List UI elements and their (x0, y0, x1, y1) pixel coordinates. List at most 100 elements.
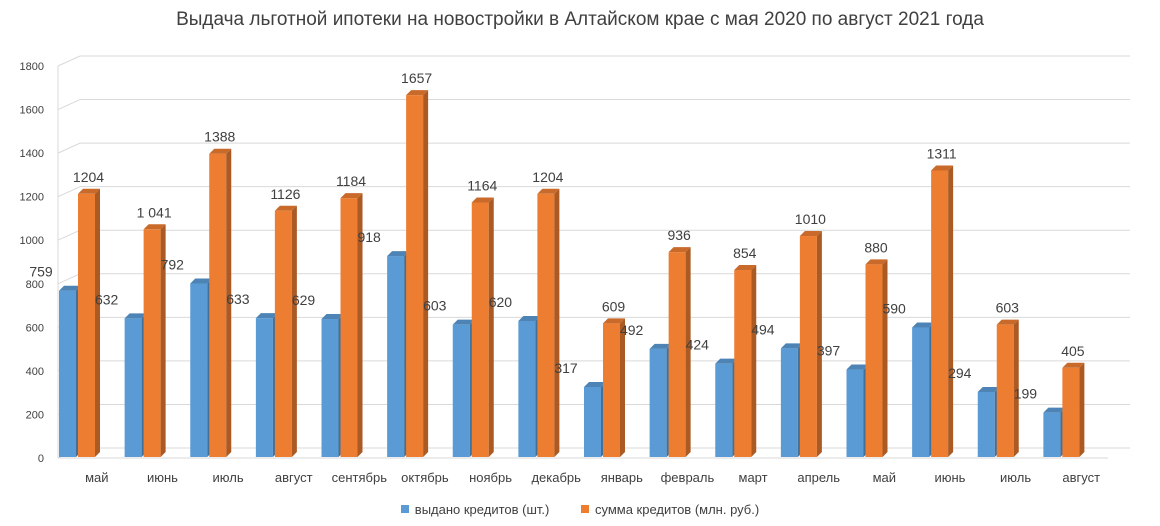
data-label-loans-count: 632 (95, 291, 119, 307)
gridline-diag (57, 273, 81, 285)
bar-top-loans-count (780, 343, 803, 349)
bar-loans-sum (537, 193, 555, 457)
bar-loans-count (190, 283, 208, 457)
bar-loans-count (780, 348, 798, 457)
bar-top-loans-sum (931, 165, 954, 171)
x-tick-label: август (275, 470, 313, 485)
data-label-loans-sum: 1311 (927, 145, 957, 161)
data-label-loans-count: 590 (882, 301, 906, 317)
bar-top-loans-sum (996, 319, 1019, 325)
x-tick-label: июнь (934, 470, 965, 485)
bar-top-loans-sum (406, 90, 429, 96)
data-label-loans-sum: 1184 (336, 173, 366, 189)
data-label-loans-sum: 1204 (532, 169, 563, 185)
bar-side-loans-sum (620, 318, 625, 457)
bars (59, 90, 1085, 458)
bar-top-loans-count (715, 358, 738, 364)
x-tick-label: апрель (797, 470, 840, 485)
bar-loans-count (387, 256, 405, 457)
bar-top-loans-count (518, 315, 541, 321)
bar-top-loans-sum (274, 205, 297, 211)
bar-side-loans-sum (95, 188, 100, 457)
x-tick-label: июнь (147, 470, 178, 485)
data-label-loans-sum: 936 (667, 227, 691, 243)
data-label-loans-count: 633 (226, 291, 250, 307)
bar-top-loans-sum (537, 188, 560, 194)
bar-side-loans-sum (160, 224, 166, 457)
y-tick-label: 200 (26, 409, 44, 421)
bar-top-loans-count (255, 313, 278, 319)
legend-swatch-blue (400, 505, 409, 513)
data-label-loans-sum: 854 (733, 245, 757, 261)
bar-loans-count (977, 391, 995, 457)
x-tick-label: май (873, 470, 896, 485)
bar-side-loans-sum (751, 265, 757, 457)
data-label-loans-count: 603 (423, 298, 447, 314)
data-label-loans-sum: 1388 (204, 129, 235, 145)
bar-top-loans-count (59, 285, 81, 291)
bar-side-loans-sum (554, 188, 560, 457)
y-tick-label: 800 (26, 279, 44, 291)
bar-side-loans-sum (1013, 319, 1019, 457)
data-label-loans-sum: 1010 (795, 211, 826, 227)
bar-side-loans-sum (488, 197, 494, 458)
x-tick-label: декабрь (531, 470, 581, 485)
data-label-loans-count: 492 (620, 322, 644, 338)
bar-top-loans-count (649, 343, 672, 349)
y-tick-label: 1400 (20, 148, 44, 160)
bar-top-loans-sum (668, 247, 691, 253)
data-label-loans-count: 629 (292, 292, 316, 308)
legend-label-loans-sum: сумма кредитов (млн. руб.) (594, 502, 760, 517)
bar-side-loans-sum (882, 259, 888, 457)
bar-top-loans-count (124, 313, 147, 319)
bar-top-loans-count (321, 314, 344, 320)
x-tick-label: ноябрь (469, 470, 512, 485)
bar-loans-count (584, 386, 601, 457)
bar-loans-sum (78, 193, 95, 457)
bar-loans-sum (274, 210, 292, 457)
legend-item-loans-count: выдано кредитов (шт.) (400, 502, 549, 517)
data-label-loans-sum: 880 (864, 239, 888, 255)
gridline-diag (57, 142, 81, 154)
bar-top-loans-count (387, 251, 410, 257)
gridline-diag (57, 229, 81, 241)
bar-top-loans-sum (209, 148, 232, 154)
bar-side-loans-sum (291, 205, 297, 457)
bar-top-loans-count (584, 381, 606, 387)
data-label-loans-count: 397 (817, 343, 841, 359)
bar-top-loans-sum (603, 318, 625, 324)
data-label-loans-count: 294 (948, 365, 972, 381)
gridline-diag (57, 55, 81, 67)
y-tick-label: 400 (26, 366, 44, 378)
data-label-loans-sum: 1204 (73, 169, 104, 185)
legend-swatch-orange (580, 505, 589, 513)
y-tick-label: 1600 (20, 105, 44, 117)
bar-top-loans-count (190, 278, 213, 284)
data-label-loans-count: 620 (489, 294, 513, 310)
bar-loans-count (59, 290, 76, 457)
chart-title: Выдача льготной ипотеки на новостройки в… (176, 9, 984, 30)
bar-side-loans-sum (685, 247, 691, 457)
bar-loans-count (1043, 412, 1061, 457)
bar-top-loans-sum (1062, 362, 1085, 368)
y-tick-label: 1800 (20, 61, 44, 73)
bar-side-loans-sum (1079, 362, 1085, 457)
data-label-loans-sum: 405 (1061, 343, 1085, 359)
y-tick-label: 0 (38, 453, 44, 465)
x-tick-label: февраль (661, 470, 715, 485)
bar-loans-count (715, 363, 733, 457)
x-tick-label: январь (601, 470, 643, 485)
bar-loans-sum (209, 153, 227, 458)
bar-top-loans-sum (734, 265, 757, 271)
bar-side-loans-sum (226, 148, 232, 458)
bar-loans-count (518, 320, 536, 457)
x-tick-label: сентябрь (332, 470, 388, 485)
bar-loans-sum (668, 252, 686, 457)
data-label-loans-count: 199 (1014, 386, 1038, 402)
gridline-diag (57, 99, 81, 111)
bar-loans-count (321, 319, 339, 457)
data-label-loans-sum: 1 041 (137, 204, 172, 220)
bar-loans-sum (471, 202, 489, 457)
data-label-loans-sum: 1657 (401, 70, 432, 86)
bar-loans-sum (734, 270, 752, 457)
